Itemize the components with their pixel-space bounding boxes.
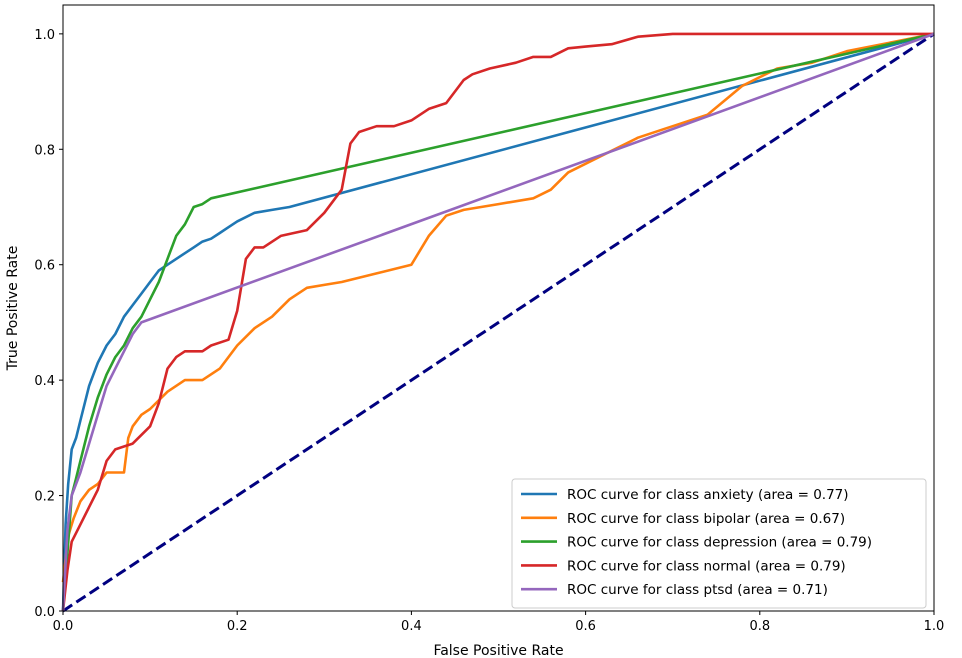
roc-series-line-4 xyxy=(61,32,935,612)
y-tick-label: 0.6 xyxy=(34,259,55,274)
reference-line-layer xyxy=(62,32,935,613)
x-tick-label: 0.2 xyxy=(227,619,248,634)
roc-series-line-3 xyxy=(61,32,934,612)
series-layer xyxy=(61,32,935,612)
y-axis-ticks: 0.0 0.2 0.4 0.6 0.8 1.0 xyxy=(34,28,63,620)
x-tick-label: 0.6 xyxy=(575,619,596,634)
y-tick-label: 0.0 xyxy=(34,605,55,620)
legend-label: ROC curve for class depression (area = 0… xyxy=(567,535,872,551)
y-tick-label: 0.4 xyxy=(34,374,55,389)
legend-label: ROC curve for class anxiety (area = 0.77… xyxy=(567,487,849,503)
roc-series-line-2 xyxy=(61,32,935,612)
legend: ROC curve for class anxiety (area = 0.77… xyxy=(511,478,927,609)
x-axis-label: False Positive Rate xyxy=(433,643,563,658)
x-tick-label: 0.8 xyxy=(749,619,770,634)
y-axis-label: True Positive Rate xyxy=(5,246,21,372)
roc-series-line-0 xyxy=(61,32,935,612)
axes-frame xyxy=(62,4,935,612)
y-tick-label: 1.0 xyxy=(34,28,55,43)
reference-diagonal-line xyxy=(62,32,935,613)
legend-box xyxy=(511,478,927,609)
x-tick-label: 0.4 xyxy=(401,619,422,634)
x-tick-label: 0.0 xyxy=(53,619,74,634)
y-tick-label: 0.2 xyxy=(34,490,55,505)
legend-label: ROC curve for class ptsd (area = 0.71) xyxy=(567,582,828,598)
roc-series-line-1 xyxy=(61,32,935,583)
legend-label: ROC curve for class bipolar (area = 0.67… xyxy=(567,511,845,527)
legend-label: ROC curve for class normal (area = 0.79) xyxy=(567,558,846,574)
y-tick-label: 0.8 xyxy=(34,143,55,158)
x-axis-ticks: 0.0 0.2 0.4 0.6 0.8 1.0 xyxy=(53,611,945,634)
x-tick-label: 1.0 xyxy=(924,619,945,634)
